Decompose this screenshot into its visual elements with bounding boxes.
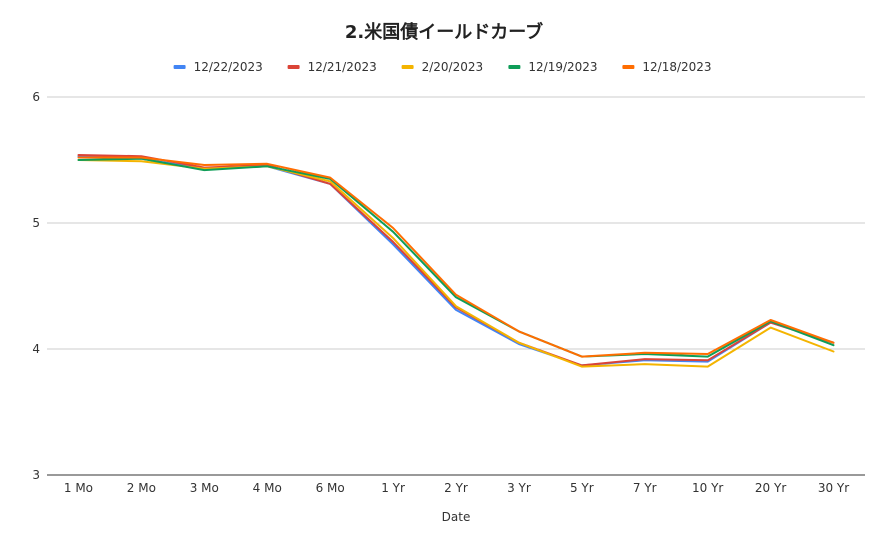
legend-item: 12/19/2023 — [508, 60, 598, 74]
legend-label: 12/18/2023 — [642, 60, 711, 74]
series-line-2 — [77, 154, 835, 367]
series-line-1 — [77, 155, 835, 367]
legend-item: 12/21/2023 — [287, 60, 377, 74]
legend-swatch — [622, 65, 635, 69]
x-tick-label: 10 Yr — [692, 481, 723, 495]
x-tick-label: 1 Mo — [64, 481, 93, 495]
x-axis-ticks: 1 Mo 2 Mo 3 Mo 4 Mo 6 Mo 1 Yr 2 Yr 3 Yr 5 Yr 7 Yr… — [64, 481, 849, 495]
x-axis-title: Date — [442, 510, 471, 524]
x-tick-label: 1 Yr — [381, 481, 405, 495]
chart-title: 2.米国債イールドカーブ — [345, 21, 543, 43]
legend: 12/22/2023 12/21/2023 2/20/2023 12/19/2023 1… — [173, 60, 712, 74]
x-tick-label: 20 Yr — [755, 481, 786, 495]
y-tick-label: 6 — [32, 90, 40, 104]
x-tick-label: 2 Yr — [444, 481, 468, 495]
series-lines — [77, 154, 835, 368]
x-tick-label: 2 Mo — [127, 481, 156, 495]
y-axis-ticks: 3 4 5 6 — [32, 90, 40, 482]
series-line-5 — [77, 156, 835, 358]
legend-item: 2/20/2023 — [401, 60, 484, 74]
x-tick-label: 4 Mo — [253, 481, 282, 495]
series-line-3 — [77, 159, 835, 368]
x-tick-label: 3 Yr — [507, 481, 531, 495]
legend-label: 12/22/2023 — [194, 60, 263, 74]
legend-label: 2/20/2023 — [422, 60, 484, 74]
series-line-4 — [77, 157, 835, 358]
legend-label: 12/21/2023 — [308, 60, 377, 74]
legend-swatch — [508, 65, 521, 69]
x-tick-label: 7 Yr — [633, 481, 657, 495]
x-tick-label: 3 Mo — [190, 481, 219, 495]
x-tick-label: 30 Yr — [818, 481, 849, 495]
legend-label: 12/19/2023 — [528, 60, 597, 74]
gridlines — [47, 96, 865, 476]
legend-item: 12/22/2023 — [173, 60, 263, 74]
y-tick-label: 5 — [32, 216, 40, 230]
y-tick-label: 3 — [32, 468, 40, 482]
legend-swatch — [287, 65, 300, 69]
legend-item: 12/18/2023 — [622, 60, 712, 74]
x-tick-label: 6 Mo — [316, 481, 345, 495]
y-tick-label: 4 — [32, 342, 40, 356]
legend-swatch — [173, 65, 186, 69]
legend-swatch — [401, 65, 414, 69]
x-tick-label: 5 Yr — [570, 481, 594, 495]
